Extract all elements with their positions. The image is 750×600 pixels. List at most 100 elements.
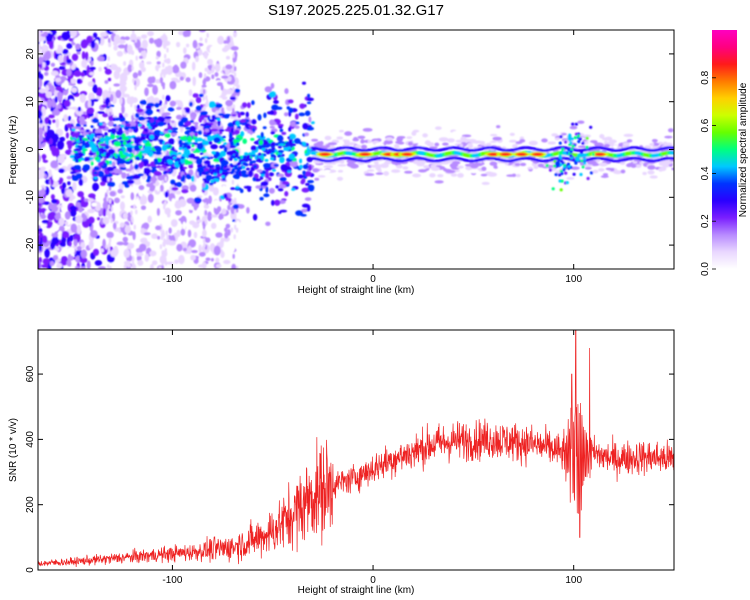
spectrogram-blob bbox=[223, 113, 232, 117]
spectrogram-blob bbox=[569, 125, 578, 130]
spectrogram-blob bbox=[434, 126, 442, 130]
spectrogram-blob bbox=[164, 207, 171, 215]
spectrogram-blob bbox=[492, 136, 502, 141]
spectrogram-blob bbox=[48, 169, 52, 177]
spectrogram-blob bbox=[56, 262, 63, 269]
spectrogram-blob bbox=[156, 207, 160, 216]
spectrogram-blob bbox=[187, 245, 192, 254]
spectrogram-blob bbox=[277, 123, 284, 127]
spectrogram-blob bbox=[168, 227, 172, 234]
spectrogram-blob bbox=[202, 238, 206, 244]
spectrogram-blob bbox=[147, 175, 152, 180]
spectrogram-blob bbox=[266, 111, 275, 115]
spectrogram-blob bbox=[44, 124, 48, 133]
spectrogram-blob bbox=[77, 134, 85, 138]
spectrogram-blob bbox=[64, 221, 69, 226]
spectrogram-blob bbox=[175, 190, 182, 195]
spectrogram-blob bbox=[130, 192, 135, 201]
spectrogram-blob bbox=[140, 66, 146, 73]
spectrogram-blob bbox=[473, 141, 480, 144]
spectrogram-blob bbox=[195, 97, 202, 104]
spectrogram-blob bbox=[490, 133, 498, 137]
spectrogram-blob bbox=[72, 181, 77, 191]
spectrogram-blob bbox=[55, 118, 60, 129]
spectrogram-blob bbox=[277, 145, 282, 149]
spectrogram-blob bbox=[116, 50, 124, 57]
spectrogram-blob bbox=[202, 165, 207, 169]
spectrogram-blob bbox=[120, 159, 126, 163]
spectrogram-blob bbox=[110, 249, 118, 258]
spectrogram-blob bbox=[137, 116, 146, 121]
spectrogram-blob bbox=[191, 175, 195, 183]
spectrogram-blob bbox=[233, 138, 241, 143]
spectrogram-blob bbox=[40, 223, 48, 227]
spectrogram-blob bbox=[412, 173, 422, 178]
spectrogram-blob bbox=[91, 118, 99, 124]
spectrogram-blob bbox=[133, 73, 136, 79]
spectrogram-blob bbox=[54, 210, 61, 221]
spectrogram-blob bbox=[424, 140, 431, 145]
spectrogram-blob bbox=[112, 165, 117, 169]
spectrogram-blob bbox=[188, 164, 194, 169]
spectrogram-blob bbox=[585, 145, 589, 149]
spectrogram-blob bbox=[251, 100, 255, 106]
spectrogram-blob bbox=[115, 135, 120, 138]
spectrogram-blob bbox=[241, 173, 250, 178]
spectrogram-blob bbox=[178, 161, 182, 165]
spectrogram-blob bbox=[228, 244, 235, 253]
spectrogram-blob bbox=[95, 87, 103, 97]
spectrogram-blob bbox=[198, 30, 206, 33]
spectrogram-blob bbox=[38, 242, 42, 252]
spectrogram-blob bbox=[88, 239, 94, 250]
spectrogram-blob bbox=[63, 99, 71, 108]
spectrogram-blob bbox=[589, 125, 593, 129]
spectrogram-blob bbox=[130, 125, 137, 130]
spectrogram-blob bbox=[61, 31, 70, 41]
spectrogram-blob bbox=[118, 171, 123, 175]
spectrogram-blob bbox=[42, 258, 51, 265]
spectrogram-blob bbox=[42, 61, 46, 68]
spectrogram-blob bbox=[86, 134, 90, 138]
spectrogram-blob bbox=[201, 123, 210, 126]
spectrogram-blob bbox=[140, 161, 144, 168]
spectrogram-blob bbox=[143, 167, 151, 173]
spectrogram-blob bbox=[204, 38, 208, 44]
spectrogram-blob bbox=[61, 230, 70, 239]
spectrogram-blob bbox=[64, 211, 71, 220]
spectrogram-blob bbox=[457, 173, 464, 178]
spectrogram-blob bbox=[81, 51, 86, 60]
spectrogram-blob bbox=[127, 242, 135, 249]
spectrogram-blob bbox=[155, 38, 163, 48]
y-tick-label: 400 bbox=[25, 431, 36, 448]
spectrogram-blob bbox=[263, 163, 271, 169]
spectrogram-blob bbox=[122, 81, 127, 86]
spectrogram-blob bbox=[214, 72, 219, 77]
y-tick-label: 0 bbox=[25, 146, 36, 152]
spectrogram-blob bbox=[79, 93, 86, 103]
spectrogram-blob bbox=[149, 134, 155, 140]
spectrogram-blob bbox=[102, 122, 107, 126]
spectrogram-blob bbox=[357, 135, 366, 140]
spectrogram-blob bbox=[42, 153, 46, 161]
spectrogram-blob bbox=[147, 76, 154, 84]
spectrogram-blob bbox=[73, 70, 82, 77]
spectrogram-blob bbox=[155, 56, 159, 60]
spectrogram-blob bbox=[117, 44, 126, 49]
spectrogram-blob bbox=[608, 139, 617, 144]
spectrogram-blob bbox=[182, 221, 186, 230]
spectrogram-blob bbox=[251, 119, 257, 125]
spectrogram-blob bbox=[630, 164, 637, 168]
spectrogram-blob bbox=[152, 84, 158, 95]
spectrogram-blob bbox=[70, 208, 77, 217]
spectrogram-blob bbox=[44, 248, 50, 259]
spectrogram-blob bbox=[229, 96, 237, 101]
spectrogram-blob bbox=[284, 88, 289, 95]
spectrogram-blob bbox=[230, 164, 235, 168]
spectrogram-blob bbox=[163, 33, 166, 39]
spectrogram-blob bbox=[579, 150, 584, 155]
spectrogram-blob bbox=[251, 152, 256, 156]
spectrogram-blob bbox=[250, 137, 255, 141]
spectrogram-blob bbox=[244, 152, 249, 156]
spectrogram-blob bbox=[121, 86, 125, 97]
spectrogram-blob bbox=[50, 62, 56, 67]
